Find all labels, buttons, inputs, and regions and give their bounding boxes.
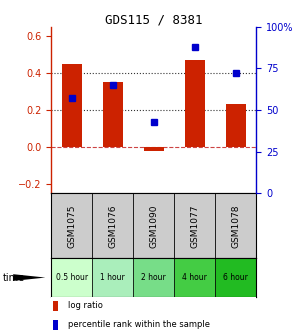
Text: 1 hour: 1 hour <box>100 273 125 282</box>
Text: 4 hour: 4 hour <box>183 273 207 282</box>
Bar <box>174 258 215 297</box>
Polygon shape <box>13 274 45 281</box>
Bar <box>185 60 205 147</box>
Text: GSM1075: GSM1075 <box>67 204 76 248</box>
Text: GSM1078: GSM1078 <box>231 204 240 248</box>
Text: GSM1076: GSM1076 <box>108 204 117 248</box>
Text: GSM1090: GSM1090 <box>149 204 158 248</box>
Text: GSM1077: GSM1077 <box>190 204 199 248</box>
Text: percentile rank within the sample: percentile rank within the sample <box>68 320 210 329</box>
Bar <box>53 320 58 330</box>
Bar <box>62 64 82 147</box>
Bar <box>51 258 92 297</box>
Title: GDS115 / 8381: GDS115 / 8381 <box>105 14 202 27</box>
Bar <box>226 104 246 147</box>
Text: 2 hour: 2 hour <box>142 273 166 282</box>
Text: 0.5 hour: 0.5 hour <box>56 273 88 282</box>
Bar <box>92 258 133 297</box>
Text: 6 hour: 6 hour <box>224 273 248 282</box>
Bar <box>215 258 256 297</box>
Text: time: time <box>3 273 25 283</box>
Bar <box>103 82 123 147</box>
Bar <box>53 301 58 310</box>
Text: log ratio: log ratio <box>68 301 103 310</box>
Bar <box>133 258 174 297</box>
Bar <box>144 147 164 151</box>
